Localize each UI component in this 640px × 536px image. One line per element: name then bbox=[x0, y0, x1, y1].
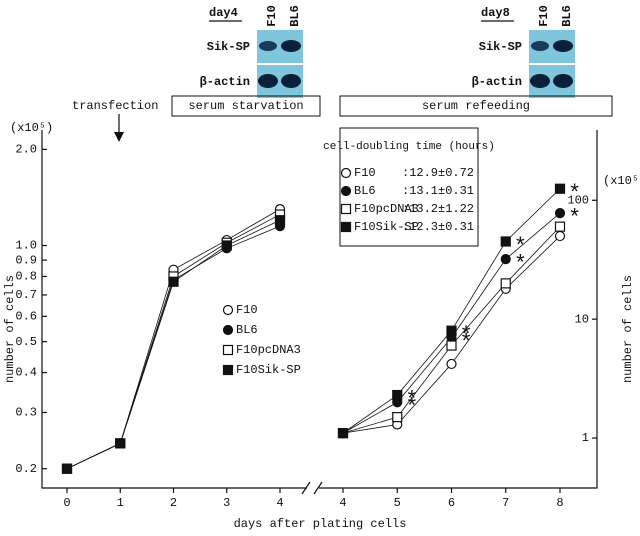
marker bbox=[168, 276, 179, 287]
marker bbox=[446, 358, 457, 370]
significance: * bbox=[405, 395, 418, 420]
legend-marker bbox=[340, 167, 352, 179]
y-tick-label: 1 bbox=[582, 431, 589, 445]
legend-label: F10pcDNA3 bbox=[236, 343, 301, 357]
marker bbox=[500, 254, 511, 265]
day-label: day8 bbox=[481, 6, 510, 20]
blot-day4 bbox=[257, 30, 303, 98]
marker bbox=[61, 463, 73, 474]
y-axis-label: number of cells bbox=[3, 275, 17, 383]
legend-marker bbox=[340, 221, 352, 233]
significance: * bbox=[514, 234, 527, 259]
marker bbox=[500, 236, 511, 247]
significance: * bbox=[460, 330, 473, 355]
doubling-time: :12.3±0.31 bbox=[402, 220, 474, 234]
doubling-time: :12.9±0.72 bbox=[402, 166, 474, 180]
significance: * bbox=[514, 252, 527, 277]
y-axis-label: number of cells bbox=[621, 275, 635, 383]
legend-marker bbox=[340, 185, 352, 197]
legend-label: F10Sik-SP bbox=[354, 220, 419, 234]
y-tick-label: 100 bbox=[567, 193, 589, 207]
significance: * bbox=[568, 206, 581, 231]
y-tick-label: 10 bbox=[575, 312, 589, 326]
marker bbox=[115, 438, 126, 449]
gene-label: β-actin bbox=[472, 75, 522, 89]
legend-marker bbox=[222, 324, 234, 336]
marker bbox=[554, 183, 566, 194]
legend-label: F10pcDNA3 bbox=[354, 202, 419, 216]
y-tick-label: 0.5 bbox=[15, 335, 37, 349]
day-label: day4 bbox=[209, 6, 238, 20]
marker bbox=[446, 325, 457, 336]
y-unit: (x10⁵) bbox=[603, 174, 640, 188]
y-tick-label: 0.3 bbox=[15, 406, 37, 420]
marker bbox=[446, 340, 457, 351]
phase-label: serum starvation bbox=[188, 99, 303, 113]
series-line bbox=[66, 208, 281, 470]
gene-label: β-actin bbox=[200, 75, 250, 89]
legend-marker bbox=[222, 304, 234, 316]
doubling-time: :13.2±1.22 bbox=[402, 202, 474, 216]
legend-label: F10 bbox=[236, 303, 258, 317]
gene-label: Sik-SP bbox=[479, 40, 522, 54]
legend-marker bbox=[340, 203, 352, 215]
marker bbox=[554, 230, 566, 242]
marker bbox=[500, 278, 511, 289]
gene-label: Sik-SP bbox=[207, 40, 250, 54]
marker bbox=[392, 412, 403, 423]
doubling-time: :13.1±0.31 bbox=[402, 184, 474, 198]
x-tick-label: 4 bbox=[276, 496, 283, 510]
x-tick-label: 2 bbox=[170, 496, 177, 510]
x-tick-label: 8 bbox=[556, 496, 563, 510]
legend-marker bbox=[222, 344, 234, 356]
lane-label: BL6 bbox=[560, 5, 574, 27]
marker bbox=[392, 389, 403, 401]
legend-label: F10 bbox=[354, 166, 376, 180]
y-tick-label: 0.7 bbox=[15, 288, 37, 302]
marker bbox=[221, 240, 232, 251]
x-tick-label: 1 bbox=[117, 496, 124, 510]
legend-title: cell-doubling time (hours) bbox=[323, 141, 495, 153]
legend-marker bbox=[222, 364, 234, 376]
legend-label: BL6 bbox=[236, 323, 258, 337]
legend-label: BL6 bbox=[354, 184, 376, 198]
blot-day8 bbox=[529, 30, 575, 98]
x-tick-label: 7 bbox=[502, 496, 509, 510]
phase-label: serum refeeding bbox=[422, 99, 530, 113]
x-tick-label: 6 bbox=[448, 496, 455, 510]
significance: * bbox=[460, 323, 473, 348]
y-tick-label: 0.8 bbox=[15, 270, 37, 284]
y-tick-label: 0.4 bbox=[15, 366, 37, 380]
x-axis-label: days after plating cells bbox=[234, 517, 407, 531]
x-tick-label: 3 bbox=[223, 496, 230, 510]
significance: * bbox=[568, 182, 581, 207]
marker bbox=[554, 207, 566, 219]
x-tick-label: 0 bbox=[63, 496, 70, 510]
y-tick-label: 2.0 bbox=[15, 143, 37, 157]
marker bbox=[337, 428, 349, 439]
x-tick-label: 4 bbox=[339, 496, 346, 510]
legend-label: F10Sik-SP bbox=[236, 363, 301, 377]
y-tick-label: 0.9 bbox=[15, 253, 37, 267]
x-tick-label: 5 bbox=[394, 496, 401, 510]
marker bbox=[274, 215, 286, 226]
y-tick-label: 1.0 bbox=[15, 239, 37, 253]
y-unit: (x10⁵) bbox=[10, 121, 53, 135]
lane-label: F10 bbox=[265, 5, 279, 27]
lane-label: F10 bbox=[537, 5, 551, 27]
transfection-label: transfection bbox=[72, 99, 158, 113]
significance: * bbox=[405, 388, 418, 413]
series-line bbox=[66, 214, 281, 470]
marker bbox=[554, 221, 566, 232]
y-tick-label: 0.6 bbox=[15, 310, 37, 324]
y-tick-label: 0.2 bbox=[15, 462, 37, 476]
lane-label: BL6 bbox=[288, 5, 302, 27]
